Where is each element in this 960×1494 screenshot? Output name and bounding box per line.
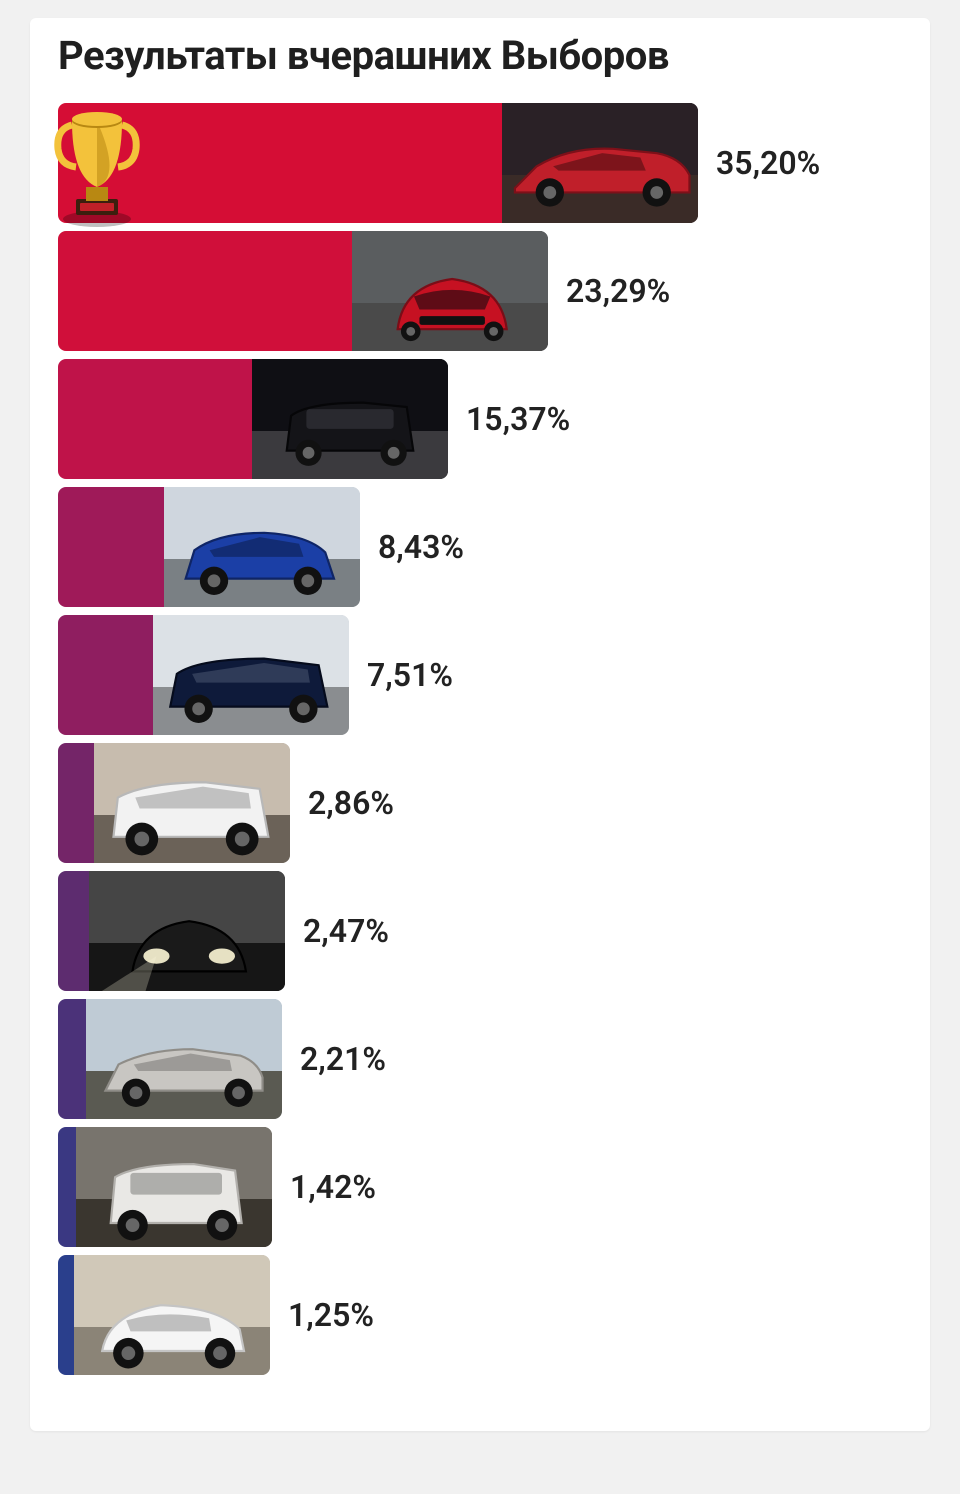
percent-label: 7,51% bbox=[367, 656, 453, 694]
result-bar[interactable] bbox=[58, 615, 349, 735]
percent-label: 2,47% bbox=[303, 912, 389, 950]
percent-label: 8,43% bbox=[378, 528, 464, 566]
car-thumbnail bbox=[502, 103, 698, 223]
result-row: 15,37% bbox=[58, 359, 902, 479]
bar-color-segment bbox=[58, 1255, 74, 1375]
result-row: 1,25% bbox=[58, 1255, 902, 1375]
result-bar[interactable] bbox=[58, 1255, 270, 1375]
result-bar[interactable] bbox=[58, 231, 548, 351]
result-row: 2,21% bbox=[58, 999, 902, 1119]
result-row: 7,51% bbox=[58, 615, 902, 735]
bar-color-segment bbox=[58, 487, 164, 607]
percent-label: 1,25% bbox=[288, 1296, 374, 1334]
result-bar[interactable] bbox=[58, 999, 282, 1119]
result-bar[interactable] bbox=[58, 103, 698, 223]
bar-color-segment bbox=[58, 1127, 76, 1247]
percent-label: 15,37% bbox=[466, 400, 570, 438]
bar-color-segment bbox=[58, 103, 502, 223]
car-thumbnail bbox=[89, 871, 285, 991]
car-thumbnail bbox=[74, 1255, 270, 1375]
result-row: 35,20% bbox=[58, 103, 902, 223]
result-row: 2,86% bbox=[58, 743, 902, 863]
percent-label: 2,21% bbox=[300, 1040, 386, 1078]
bar-color-segment bbox=[58, 231, 352, 351]
result-bar[interactable] bbox=[58, 359, 448, 479]
result-row: 2,47% bbox=[58, 871, 902, 991]
bar-color-segment bbox=[58, 359, 252, 479]
results-bar-chart: 35,20% 23,29% 15,37% bbox=[58, 103, 902, 1375]
car-thumbnail bbox=[94, 743, 290, 863]
percent-label: 2,86% bbox=[308, 784, 394, 822]
card-title: Результаты вчерашних Выборов bbox=[58, 32, 902, 79]
percent-label: 23,29% bbox=[566, 272, 670, 310]
car-thumbnail bbox=[164, 487, 360, 607]
result-bar[interactable] bbox=[58, 487, 360, 607]
result-bar[interactable] bbox=[58, 1127, 272, 1247]
car-thumbnail bbox=[153, 615, 349, 735]
result-row: 23,29% bbox=[58, 231, 902, 351]
car-thumbnail bbox=[252, 359, 448, 479]
result-row: 1,42% bbox=[58, 1127, 902, 1247]
car-thumbnail bbox=[76, 1127, 272, 1247]
bar-color-segment bbox=[58, 999, 86, 1119]
bar-color-segment bbox=[58, 743, 94, 863]
result-bar[interactable] bbox=[58, 743, 290, 863]
result-row: 8,43% bbox=[58, 487, 902, 607]
bar-color-segment bbox=[58, 871, 89, 991]
percent-label: 1,42% bbox=[290, 1168, 376, 1206]
results-card: Результаты вчерашних Выборов 35,20% 23,2 bbox=[30, 18, 930, 1431]
bar-color-segment bbox=[58, 615, 153, 735]
percent-label: 35,20% bbox=[716, 144, 820, 182]
car-thumbnail bbox=[352, 231, 548, 351]
result-bar[interactable] bbox=[58, 871, 285, 991]
car-thumbnail bbox=[86, 999, 282, 1119]
